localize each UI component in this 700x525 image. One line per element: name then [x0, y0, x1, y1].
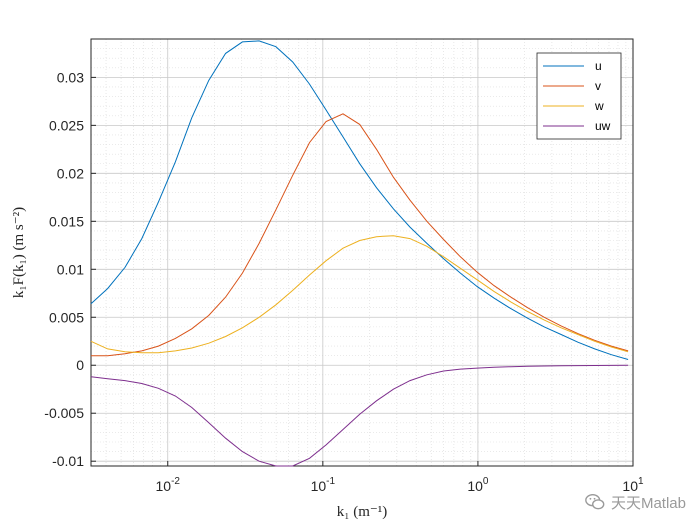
- legend-label-w: w: [594, 99, 604, 113]
- x-tick-exponent: -2: [171, 476, 180, 487]
- series-line-w: [90, 235, 629, 354]
- x-tick-exponent: -1: [326, 476, 335, 487]
- y-tick-label: 0.01: [57, 261, 84, 277]
- minor-grid: [91, 39, 633, 466]
- x-tick-base: 10: [622, 478, 638, 494]
- y-tick-label: 0.005: [49, 309, 84, 325]
- watermark: 天天Matlab: [584, 491, 686, 513]
- y-tick-label: 0.03: [57, 69, 84, 85]
- y-tick-label: -0.005: [44, 405, 84, 421]
- x-tick-base: 10: [467, 478, 483, 494]
- y-tick-label: -0.01: [52, 453, 84, 469]
- watermark-text: 天天Matlab: [610, 494, 686, 512]
- wechat-icon: [585, 493, 605, 510]
- y-tick-label: 0.015: [49, 213, 84, 229]
- legend: uvw uw: [536, 52, 622, 140]
- x-tick-base: 10: [311, 478, 327, 494]
- legend-label-uw: uw: [595, 119, 611, 133]
- y-tick-label: 0.025: [49, 117, 84, 133]
- legend-box: [536, 52, 622, 140]
- x-tick-label: 10-1: [311, 476, 336, 494]
- x-tick-label: 10-2: [156, 476, 181, 494]
- x-tick-label: 100: [467, 476, 489, 494]
- x-axis-label: k₁ (m⁻¹): [337, 504, 388, 520]
- x-tick-exponent: 0: [483, 476, 489, 487]
- series-line-u: [90, 40, 629, 360]
- x-tick-label: 101: [622, 476, 644, 494]
- legend-label-v: v: [595, 79, 601, 93]
- series-line-v: [91, 113, 629, 357]
- axes-box: [90, 38, 634, 467]
- x-tick-base: 10: [156, 478, 172, 494]
- series-line-uw: [90, 364, 629, 467]
- y-axis-label: k₁F(k₁) (m s⁻²): [11, 207, 27, 298]
- y-tick-label: 0.02: [57, 165, 84, 181]
- series-layer: [90, 40, 629, 467]
- legend-label-u: u: [595, 59, 602, 73]
- y-tick-label: 0: [76, 357, 84, 373]
- x-tick-exponent: 1: [638, 476, 644, 487]
- axis-ticks: 10-2 10-1 100 1010.030.0250.020.0150.010.00…: [44, 69, 644, 494]
